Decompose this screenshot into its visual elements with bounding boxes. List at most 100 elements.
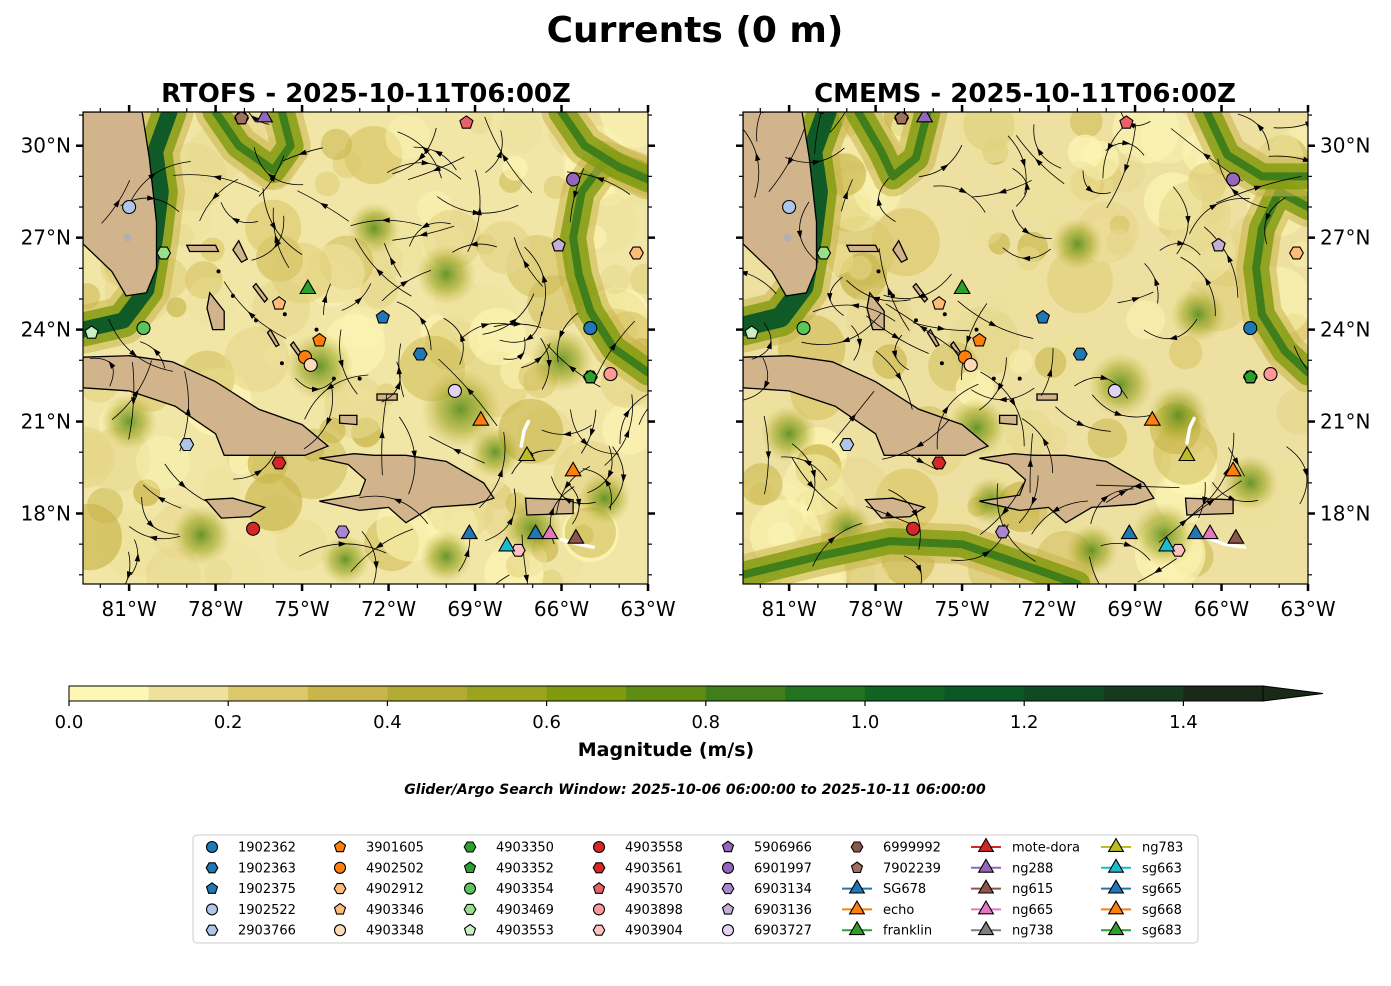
island-cay: [279, 361, 284, 366]
marker-SG678: [460, 524, 479, 540]
streamline-arrow: [132, 389, 139, 398]
colorbar-tick-label: 1.2: [1010, 712, 1039, 733]
field-patch: [1126, 300, 1166, 340]
streamline-arrow: [988, 320, 998, 327]
colorbar-segment: [1024, 686, 1105, 701]
streamline-arrow: [942, 405, 949, 414]
marker-6903136: [551, 237, 566, 252]
streamline-arrow: [891, 332, 900, 340]
streamline-arrow: [375, 268, 384, 277]
field-patch: [872, 344, 907, 379]
colorbar-segment: [785, 686, 866, 701]
island-cay: [282, 312, 287, 317]
marker-4903354: [136, 321, 151, 336]
marker-1902362: [583, 321, 598, 336]
field-patch: [1087, 418, 1128, 459]
colorbar-segment: [467, 686, 548, 701]
marker-ng288: [255, 112, 274, 123]
island-cay: [914, 318, 918, 323]
legend-label: 4903352: [496, 861, 554, 876]
lat-tick-label: 24°N: [21, 318, 71, 342]
legend-marker: [592, 840, 606, 854]
land-abaco: [892, 239, 909, 264]
legend-marker: [592, 862, 606, 874]
streamline-arrow: [1204, 277, 1212, 286]
legend-marker: [850, 841, 864, 853]
legend-label: 4903558: [625, 841, 683, 856]
streamline-arrow: [1232, 457, 1239, 466]
streamline: [638, 408, 648, 425]
legend-entry: 7902239: [850, 861, 941, 876]
colorbar-segment: [865, 686, 946, 701]
legend-marker: [205, 862, 219, 874]
island-cay: [216, 269, 221, 274]
streamline-arrow: [1185, 215, 1191, 225]
legend-entry: sg668: [1101, 899, 1182, 918]
streamline-arrow: [1124, 164, 1130, 173]
streamline-arrow: [1123, 541, 1133, 547]
legend-marker: [977, 899, 995, 915]
colorbar-segment: [69, 686, 150, 701]
marker-4902912: [1288, 246, 1304, 260]
field-patch: [600, 264, 631, 295]
field-patch: [478, 221, 531, 274]
streamline-arrow: [765, 451, 772, 460]
marker-6903727: [447, 383, 462, 398]
colorbar-tick-label: 0.0: [55, 712, 84, 733]
lake-okeechobee: [123, 233, 132, 242]
axis-ticks: 81°W 78°W 75°W 72°W 69°W 66°W 63°W 18°N 21°N 24°N…: [21, 105, 676, 621]
streamline-arrow: [338, 359, 344, 369]
field-patch: [83, 503, 122, 571]
legend-marker: [850, 861, 864, 874]
legend-entry: 1902362: [205, 841, 296, 856]
land-grandbahama: [185, 244, 220, 253]
land-grandbahama: [845, 244, 880, 253]
streamline-arrow: [573, 190, 579, 200]
island-cay: [939, 361, 944, 366]
streamline-arrow: [609, 342, 617, 351]
legend-entry: echo: [842, 899, 914, 918]
streamline-arrow: [568, 365, 577, 373]
eddy-patch: [320, 534, 371, 584]
field-patch: [344, 126, 403, 185]
streamline-arrow: [919, 325, 928, 333]
streamline-arrow: [803, 460, 812, 467]
legend-frame: [192, 834, 1199, 944]
eddy-patch: [101, 393, 158, 450]
legend-entry: 4903469: [463, 903, 554, 918]
field-patch: [224, 326, 290, 392]
colorbar-tick-label: 1.0: [851, 712, 880, 733]
marker-2903766: [179, 438, 195, 452]
streamline-arrow: [212, 192, 220, 200]
legend-label: SG678: [883, 882, 926, 897]
streamline-arrow: [827, 536, 836, 544]
lon-tick-label: 66°W: [534, 597, 589, 621]
streamline-arrow: [129, 349, 138, 357]
streamline-arrow: [787, 157, 794, 166]
streamline-arrow: [871, 296, 881, 302]
legend-marker: [205, 924, 219, 936]
map-frame: [742, 111, 1309, 585]
marker-4903348: [963, 357, 978, 372]
strong-current-core: [1203, 112, 1308, 181]
eddy-patch: [420, 530, 473, 583]
streamline-arrow: [982, 550, 991, 558]
legend-label: 2903766: [238, 924, 296, 939]
legend-label: 4903898: [625, 903, 683, 918]
legend-entry: 4903570: [592, 882, 683, 897]
streamline-arrow: [580, 438, 589, 446]
streamline-arrow: [381, 217, 390, 223]
lat-tick-label: 21°N: [21, 410, 71, 434]
legend-label: sg683: [1142, 924, 1182, 939]
legend-marker: [592, 903, 606, 916]
lat-tick-label: 27°N: [1320, 226, 1370, 250]
streamline-arrow: [411, 450, 417, 459]
legend-marker: [1107, 858, 1125, 873]
streamline-arrow: [1035, 158, 1043, 166]
streamline-arrow: [400, 280, 409, 287]
streamline-arrow: [885, 511, 894, 517]
streamline: [756, 112, 762, 142]
legend-label: 6903727: [754, 924, 812, 939]
streamline-arrow: [1202, 496, 1208, 505]
marker-6903134: [334, 525, 350, 539]
